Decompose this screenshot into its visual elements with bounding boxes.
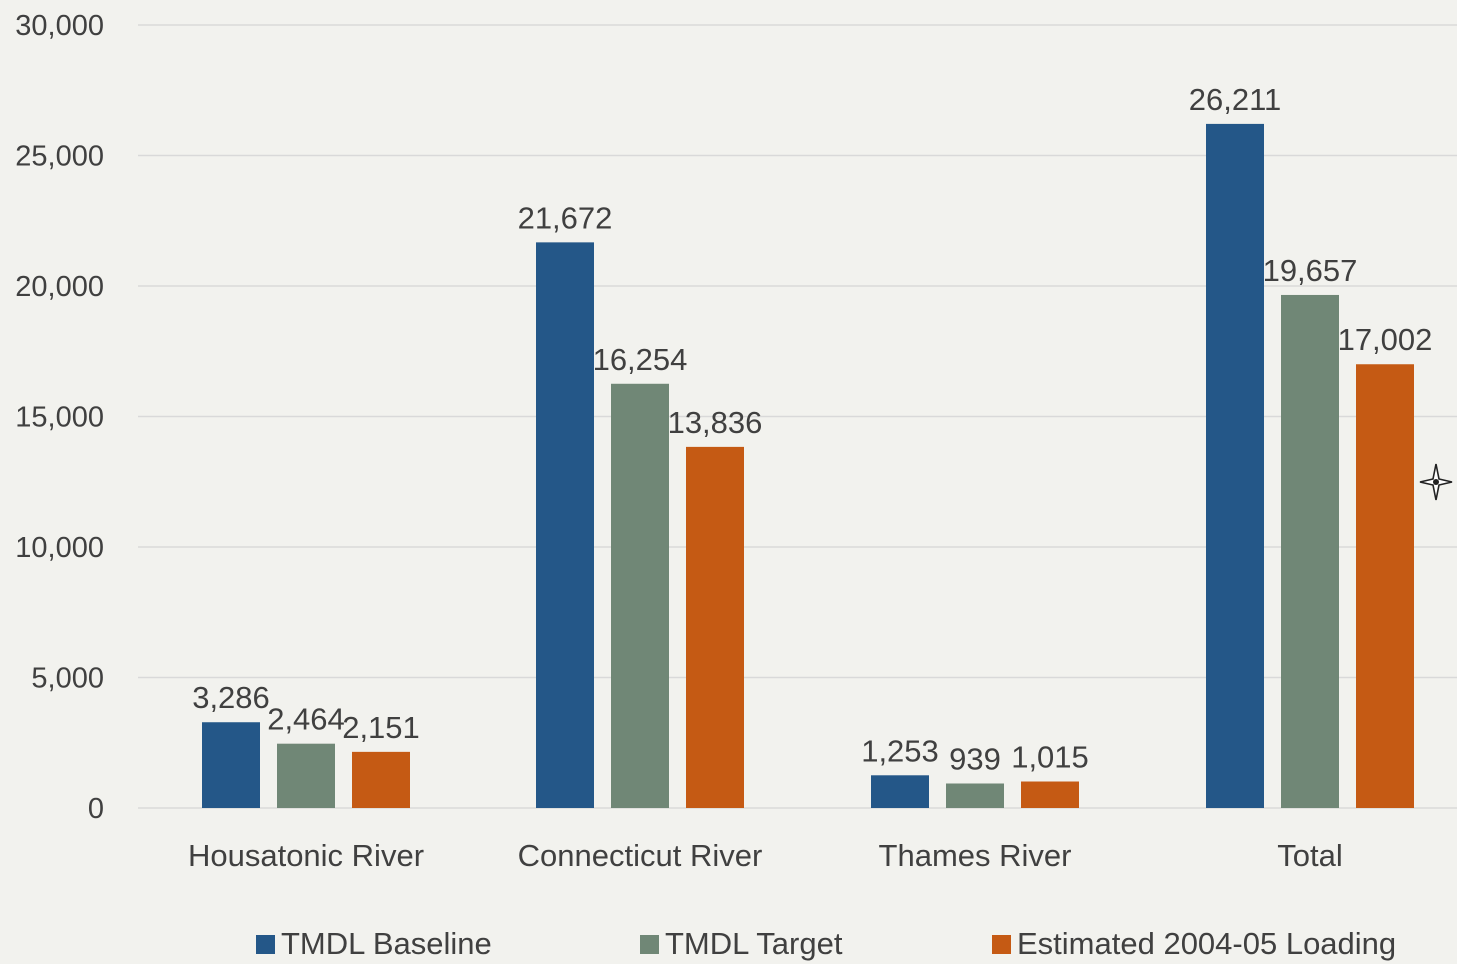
category-label-total: Total <box>1277 838 1342 873</box>
y-tick-label-0: 0 <box>88 793 104 825</box>
bar-tmdl-baseline-total <box>1206 123 1264 809</box>
y-tick-label-5000: 5,000 <box>31 663 104 695</box>
bar-estimated-2004-05-loading-housatonic-river <box>352 751 410 808</box>
gridlines <box>138 24 1457 809</box>
bar-estimated-2004-05-loading-total <box>1356 364 1414 808</box>
data-label-tmdl-target-housatonic-river: 2,464 <box>267 702 345 737</box>
data-label-tmdl-baseline-connecticut-river: 21,672 <box>518 200 613 235</box>
bar-tmdl-baseline-thames-river <box>871 775 929 808</box>
legend-item-tmdl-baseline: TMDL Baseline <box>256 924 492 964</box>
data-label-estimated-2004-05-loading-housatonic-river: 2,151 <box>342 710 420 745</box>
data-label-tmdl-target-connecticut-river: 16,254 <box>593 342 688 377</box>
category-label-connecticut-river: Connecticut River <box>518 838 763 873</box>
bar-tmdl-baseline-connecticut-river <box>536 242 594 809</box>
data-labels: 3,286 21,672 1,253 26,211 2,464 16,254 939 19,6… <box>192 82 1432 777</box>
y-tick-label-20000: 20,000 <box>15 271 104 303</box>
bar-estimated-2004-05-loading-thames-river <box>1021 781 1079 808</box>
bar-tmdl-target-connecticut-river <box>611 383 669 808</box>
data-label-estimated-2004-05-loading-thames-river: 1,015 <box>1011 740 1089 775</box>
legend-label-tmdl-target: TMDL Target <box>665 926 843 961</box>
category-label-thames-river: Thames River <box>879 838 1072 873</box>
legend-swatch-tmdl-baseline <box>256 934 275 954</box>
bars <box>202 123 1414 809</box>
y-tick-label-25000: 25,000 <box>15 141 104 173</box>
legend-swatch-tmdl-target <box>640 934 659 954</box>
legend-label-estimated-loading: Estimated 2004-05 Loading <box>1017 926 1397 961</box>
legend-item-estimated-loading: Estimated 2004-05 Loading <box>992 924 1396 964</box>
legend-label-tmdl-baseline: TMDL Baseline <box>281 926 492 961</box>
data-label-estimated-2004-05-loading-connecticut-river: 13,836 <box>668 405 763 440</box>
y-tick-label-30000: 30,000 <box>15 10 104 42</box>
category-label-housatonic-river: Housatonic River <box>188 838 424 873</box>
data-label-tmdl-target-total: 19,657 <box>1263 253 1358 288</box>
legend: TMDL Baseline TMDL Target Estimated 2004… <box>0 924 1457 964</box>
bar-tmdl-target-housatonic-river <box>277 743 335 808</box>
bar-tmdl-target-thames-river <box>946 783 1004 808</box>
legend-item-tmdl-target: TMDL Target <box>640 924 842 964</box>
data-label-estimated-2004-05-loading-total: 17,002 <box>1338 322 1433 357</box>
bar-tmdl-baseline-housatonic-river <box>202 722 260 808</box>
data-label-tmdl-baseline-thames-river: 1,253 <box>861 733 939 768</box>
y-tick-label-10000: 10,000 <box>15 532 104 564</box>
bar-estimated-2004-05-loading-connecticut-river <box>686 446 744 808</box>
data-label-tmdl-baseline-total: 26,211 <box>1189 82 1282 117</box>
legend-swatch-estimated-loading <box>992 934 1011 954</box>
data-label-tmdl-target-thames-river: 939 <box>949 741 1001 776</box>
data-label-tmdl-baseline-housatonic-river: 3,286 <box>192 680 270 715</box>
x-axis-category-labels: Housatonic River Connecticut River Thames … <box>188 838 1343 873</box>
y-axis-tick-labels: 0 5,000 10,000 15,000 20,000 25,000 30,000 <box>15 10 104 825</box>
bar-tmdl-target-total <box>1281 294 1339 809</box>
move-cursor-icon <box>1418 462 1454 502</box>
y-tick-label-15000: 15,000 <box>15 402 104 434</box>
